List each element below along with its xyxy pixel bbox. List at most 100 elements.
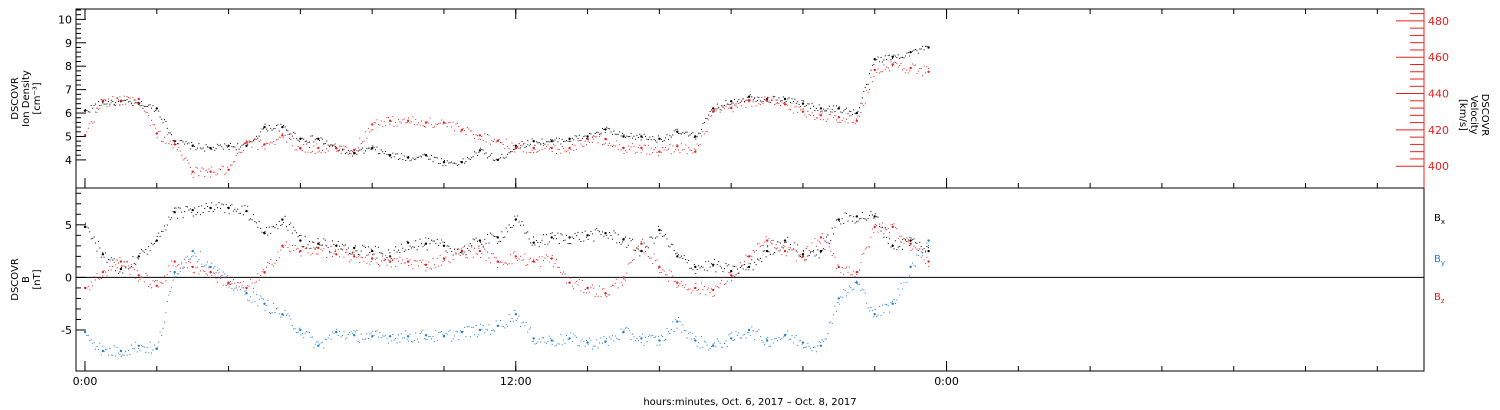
data-dot <box>755 100 757 102</box>
data-dot <box>307 141 309 143</box>
data-dot <box>662 336 664 337</box>
data-dot <box>253 214 254 216</box>
data-dot <box>652 335 654 336</box>
data-dot <box>422 246 424 248</box>
data-dot <box>311 241 313 243</box>
data-dot <box>492 141 494 142</box>
data-dot <box>240 282 242 283</box>
data-dot <box>97 101 99 102</box>
data-dot <box>716 264 718 266</box>
data-dot <box>871 81 873 83</box>
data-dot <box>759 246 761 247</box>
data-dot <box>798 103 800 105</box>
data-dot <box>456 165 458 167</box>
data-dot <box>920 68 922 70</box>
data-dot <box>698 132 700 134</box>
data-dot <box>788 108 790 110</box>
data-dot <box>234 161 236 163</box>
data-point <box>424 334 428 337</box>
data-dot <box>817 117 819 119</box>
data-dot <box>398 334 399 336</box>
data-dot <box>222 204 224 206</box>
data-dot <box>574 144 576 146</box>
data-dot <box>375 149 376 151</box>
data-dot <box>211 262 213 264</box>
data-dot <box>113 258 115 260</box>
data-dot <box>563 339 565 341</box>
data-dot <box>360 256 362 258</box>
data-dot <box>324 151 326 153</box>
data-dot <box>479 323 481 325</box>
data-dot <box>182 266 184 268</box>
data-point <box>478 134 482 137</box>
data-dot <box>280 123 282 125</box>
data-dot <box>896 249 898 251</box>
data-dot <box>441 239 443 241</box>
data-dot <box>912 63 914 65</box>
data-dot <box>774 338 776 340</box>
data-dot <box>604 232 606 234</box>
data-point <box>191 249 194 253</box>
data-dot <box>873 75 875 77</box>
data-dot <box>317 341 319 343</box>
data-dot <box>841 112 843 114</box>
data-dot <box>904 239 906 241</box>
data-dot <box>693 338 695 339</box>
data-dot <box>652 136 654 138</box>
data-dot <box>255 222 257 224</box>
data-dot <box>755 105 757 107</box>
data-dot <box>142 107 144 109</box>
data-dot <box>317 238 319 240</box>
data-dot <box>362 257 364 259</box>
data-dot <box>102 345 104 347</box>
data-dot <box>867 246 869 248</box>
data-dot <box>907 239 909 241</box>
data-dot <box>379 265 381 267</box>
data-dot <box>449 248 451 250</box>
data-dot <box>280 316 282 318</box>
data-dot <box>449 329 451 331</box>
data-dot <box>861 212 863 214</box>
data-dot <box>769 253 771 255</box>
data-dot <box>135 102 137 104</box>
data-dot <box>724 108 725 110</box>
data-dot <box>577 284 579 286</box>
data-dot <box>880 71 882 73</box>
data-dot <box>370 261 372 262</box>
data-dot <box>330 245 332 247</box>
data-dot <box>415 158 417 160</box>
legend-entry-bx: Bx <box>1434 213 1445 226</box>
data-dot <box>118 272 119 274</box>
data-dot <box>823 248 825 250</box>
data-dot <box>491 140 493 142</box>
data-dot <box>309 331 310 333</box>
data-dot <box>158 286 160 288</box>
data-dot <box>874 224 876 225</box>
data-dot <box>721 267 723 269</box>
data-dot <box>423 264 425 266</box>
data-dot <box>475 325 477 326</box>
data-dot <box>197 147 198 149</box>
data-dot <box>399 256 401 258</box>
data-dot <box>825 242 827 244</box>
data-dot <box>904 277 906 279</box>
data-dot <box>785 104 787 106</box>
data-dot <box>815 254 817 256</box>
data-dot <box>298 327 300 329</box>
data-dot <box>491 153 493 155</box>
data-dot <box>349 152 351 154</box>
data-dot <box>207 171 208 173</box>
data-dot <box>237 282 239 283</box>
data-dot <box>222 148 224 150</box>
data-dot <box>90 121 92 123</box>
data-dot <box>165 143 167 145</box>
data-dot <box>327 150 329 152</box>
data-dot <box>281 126 283 128</box>
data-dot <box>336 244 338 246</box>
data-dot <box>906 240 908 242</box>
data-dot <box>202 270 204 272</box>
data-dot <box>798 340 800 342</box>
data-dot <box>271 142 273 144</box>
data-dot <box>630 261 632 263</box>
data-dot <box>857 115 859 117</box>
